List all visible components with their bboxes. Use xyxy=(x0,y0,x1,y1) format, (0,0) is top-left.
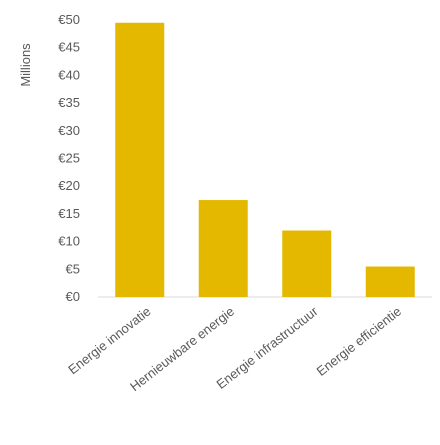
y-tick-label: €30 xyxy=(58,123,80,138)
y-tick-label: €15 xyxy=(58,206,80,221)
y-axis-title: Millions xyxy=(18,43,33,87)
bar xyxy=(115,22,165,298)
category-label: Energie efficientie xyxy=(314,304,404,379)
y-tick-label: €45 xyxy=(58,40,80,55)
y-tick-label: €5 xyxy=(66,261,80,276)
y-tick-label: €0 xyxy=(66,289,80,304)
y-tick-label: €40 xyxy=(58,67,80,82)
y-tick-label: €20 xyxy=(58,178,80,193)
bar xyxy=(365,266,415,297)
y-tick-label: €50 xyxy=(58,12,80,27)
y-tick-label: €35 xyxy=(58,95,80,110)
y-tick-label: €10 xyxy=(58,234,80,249)
bar xyxy=(198,200,248,297)
y-tick-label: €25 xyxy=(58,151,80,166)
bar xyxy=(282,230,332,297)
bars xyxy=(115,22,415,298)
y-axis-ticks: €0 €5 €10 €15 €20 €25 €30 €35 €40 €45 €50 xyxy=(58,12,80,304)
category-label: Energie innovatie xyxy=(65,304,153,378)
